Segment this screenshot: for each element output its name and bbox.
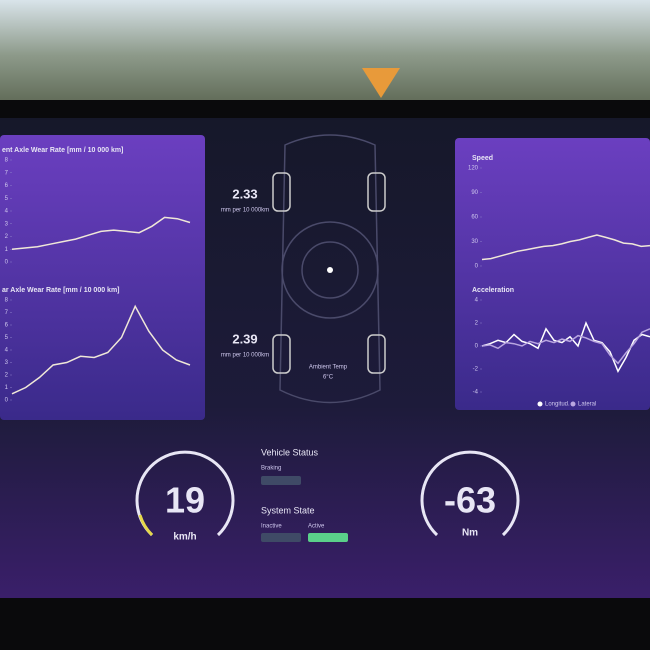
background-scenery (0, 0, 650, 110)
car-outline (272, 134, 386, 404)
bezel-bottom (0, 598, 650, 650)
active-label: Active (308, 524, 325, 530)
braking-label: Braking (261, 466, 281, 472)
line-series (481, 234, 650, 261)
rear-wear-value: 2.39 (232, 331, 257, 346)
rear-wear-unit: mm per 10 000km (221, 353, 269, 359)
y-tick-label: 5 (5, 196, 9, 202)
line-series (481, 328, 650, 365)
y-tick-label: -2 (473, 367, 479, 373)
ambient-label: Ambient Temp (309, 365, 348, 371)
y-tick-label: 2 (5, 234, 9, 240)
y-tick-label: 120 (468, 166, 479, 172)
torque-unit: Nm (462, 528, 478, 539)
y-tick-label: 2 (5, 373, 9, 379)
y-tick-label: 30 (471, 239, 478, 245)
chart-title: ent Axle Wear Rate [mm / 10 000 km] (2, 147, 123, 154)
y-tick-label: 5 (5, 335, 9, 341)
line-series (11, 216, 191, 251)
y-tick-label: 3 (5, 360, 9, 366)
y-tick-label: 0 (5, 398, 9, 404)
left-panel (0, 135, 205, 420)
system-state-title: System State (261, 505, 315, 515)
y-tick-label: 0 (475, 344, 479, 350)
inactive-indicator (261, 533, 301, 542)
y-tick-label: 7 (5, 310, 9, 316)
legend-label: Longitud. (545, 402, 570, 408)
chart-title: ar Axle Wear Rate [mm / 10 000 km] (2, 287, 120, 294)
vehicle-status-title: Vehicle Status (261, 447, 319, 457)
torque-gauge (420, 450, 520, 537)
legend-label: Lateral (578, 402, 596, 408)
chart-title: Speed (472, 155, 493, 162)
y-tick-label: 4 (475, 298, 479, 304)
y-tick-label: 4 (5, 209, 9, 215)
torque-value: -63 (444, 480, 496, 521)
road-sign (362, 68, 400, 98)
right-panel (455, 138, 650, 410)
front-wear-unit: mm per 10 000km (221, 208, 269, 214)
y-tick-label: 4 (5, 348, 9, 354)
line-series (11, 304, 191, 395)
y-tick-label: 0 (475, 264, 479, 270)
y-tick-label: 1 (5, 385, 9, 391)
chart-title: Acceleration (472, 287, 514, 294)
y-tick-label: 2 (475, 321, 479, 327)
y-tick-label: 6 (5, 183, 9, 189)
y-tick-label: 8 (5, 158, 9, 164)
car-center (327, 267, 333, 273)
legend-swatch (570, 401, 576, 407)
y-tick-label: 1 (5, 247, 9, 253)
active-indicator (308, 533, 348, 542)
y-tick-label: 0 (5, 260, 9, 266)
inactive-label: Inactive (261, 524, 282, 530)
y-tick-label: 6 (5, 323, 9, 329)
y-tick-label: 90 (471, 190, 478, 196)
speed-unit: km/h (173, 532, 196, 543)
legend-swatch (537, 401, 543, 407)
speed-gauge (135, 450, 235, 537)
y-tick-label: 7 (5, 170, 9, 176)
ambient-value: 6°C (323, 375, 334, 381)
speed-value: 19 (165, 480, 205, 521)
braking-indicator (261, 476, 301, 485)
y-tick-label: -4 (473, 390, 479, 396)
y-tick-label: 60 (471, 215, 478, 221)
y-tick-label: 8 (5, 298, 9, 304)
y-tick-label: 3 (5, 221, 9, 227)
front-wear-value: 2.33 (232, 186, 257, 201)
